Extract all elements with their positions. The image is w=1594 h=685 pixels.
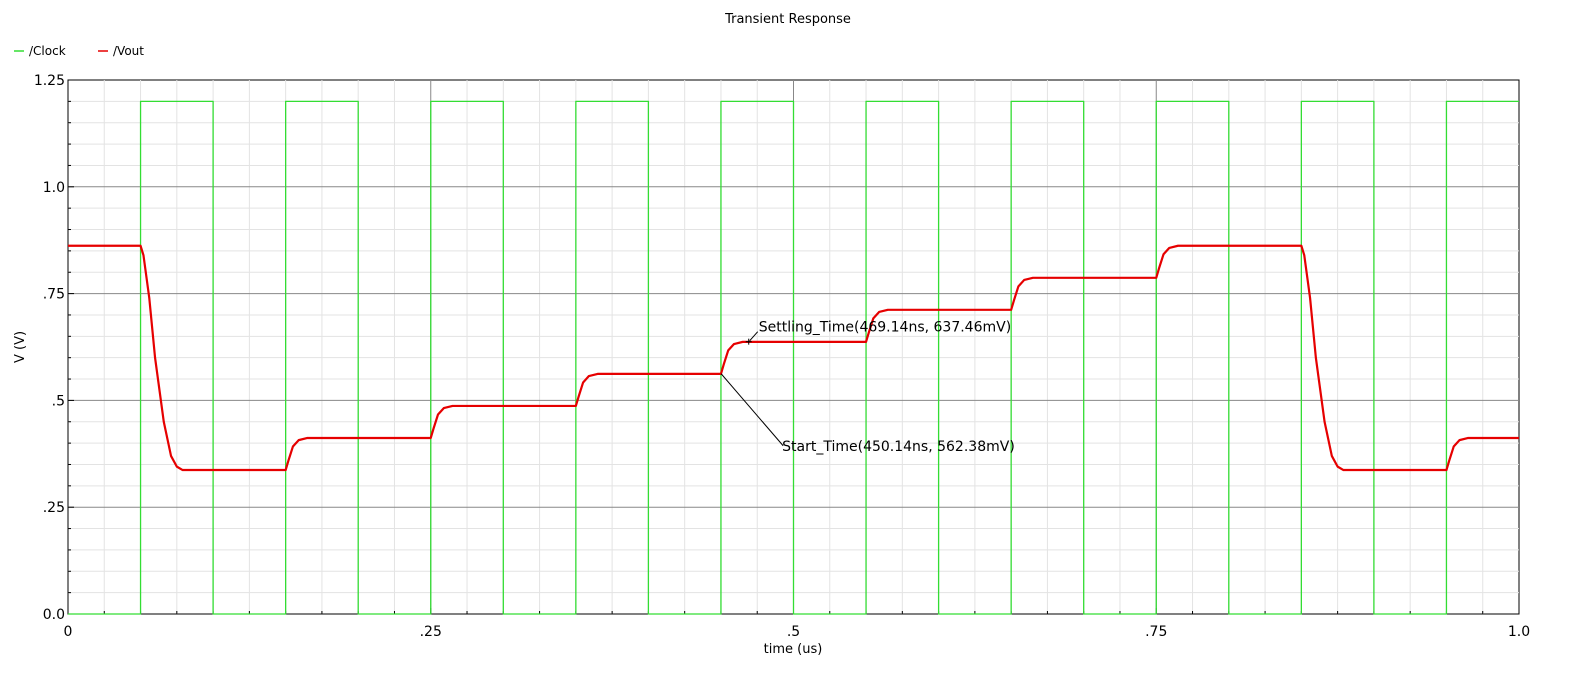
settling-time-leader [749,331,759,342]
y-tick-label: 1.0 [43,180,65,196]
legend-label-vout: /Vout [113,44,144,58]
y-axis-label: V (V) [13,331,28,363]
series-layer [68,100,1519,615]
y-tick-label: .5 [52,393,65,409]
y-tick-label: .25 [43,500,65,516]
chart-title: Transient Response [724,12,851,27]
legend-label-clock: /Clock [29,44,66,58]
y-tick-label: 0.0 [43,607,65,623]
start-time-label: Start_Time(450.14ns, 562.38mV) [782,439,1015,455]
x-axis-label: time (us) [764,642,823,657]
settling-time-label: Settling_Time(469.14ns, 637.46mV) [759,320,1011,336]
annotation-layer: Settling_Time(469.14ns, 637.46mV) Start_T… [720,320,1015,455]
x-tick-label: .75 [1145,624,1167,640]
x-tick-label: .25 [420,624,442,640]
x-tick-label: 0 [64,624,73,640]
x-tick-label: 1.0 [1508,624,1530,640]
legend: /Clock /Vout [14,44,144,58]
start-time-leader [720,373,784,447]
x-tick-label: .5 [787,624,800,640]
tick-labels: 0 .25 .5 .75 1.0 0.0 .25 .5 .75 1.0 1.25 [34,73,1530,640]
series-line-vout [68,244,1519,472]
series-line-clock [68,100,1519,615]
y-tick-label: .75 [43,287,65,303]
y-tick-label: 1.25 [34,73,65,89]
